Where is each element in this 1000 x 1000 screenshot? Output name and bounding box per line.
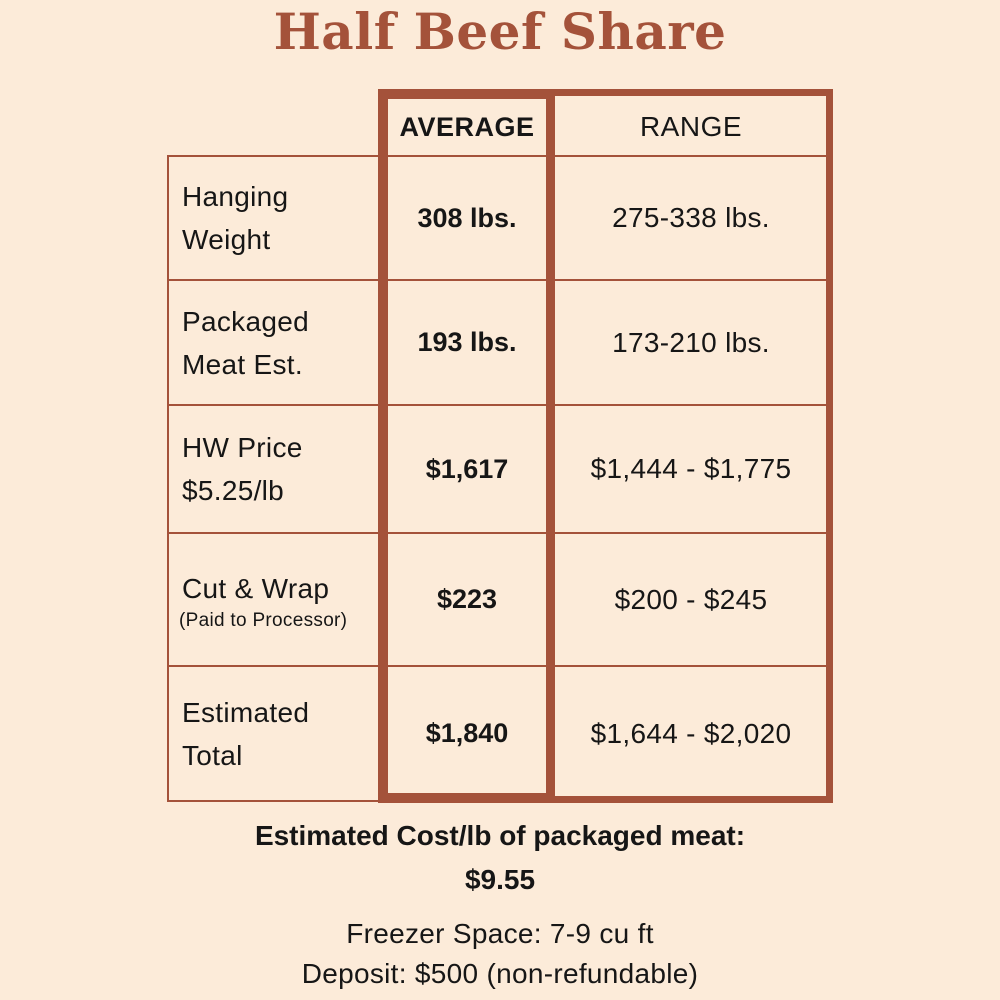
row-divider [168, 279, 828, 281]
row-label: Hanging Weight [169, 157, 379, 279]
row-range: $1,644 - $2,020 [590, 717, 792, 749]
freezer-space-text: Freezer Space: 7-9 cu ft [346, 918, 654, 949]
row-average: $223 [436, 584, 498, 614]
row-label-line1: Hanging [182, 181, 289, 212]
row-divider [168, 155, 828, 157]
page-title: Half Beef Share [273, 2, 727, 61]
row-average: 308 lbs. [417, 202, 517, 233]
row-label: Cut & Wrap (Paid to Processor) [169, 534, 379, 665]
cost-per-lb-label: Estimated Cost/lb of packaged meat: [254, 820, 746, 851]
cost-per-lb-value: $9.55 [464, 864, 536, 895]
row-label-line1: Cut & Wrap [182, 573, 330, 604]
row-divider [168, 800, 382, 802]
row-divider [168, 404, 828, 406]
row-label-line2: Total [182, 739, 243, 771]
row-average: $1,840 [425, 718, 509, 748]
row-range: $200 - $245 [614, 583, 768, 615]
row-range: 173-210 lbs. [612, 326, 770, 358]
row-label: Estimated Total [169, 667, 379, 800]
row-average: $1,617 [425, 453, 509, 484]
header-average: AVERAGE [399, 111, 535, 142]
row-label: Packaged Meat Est. [169, 281, 379, 404]
row-label-line2: (Paid to Processor) [179, 610, 348, 631]
row-label: HW Price $5.25/lb [169, 406, 379, 532]
row-range: $1,444 - $1,775 [590, 453, 792, 484]
table-outer-frame [378, 89, 833, 803]
row-label-line2: Weight [182, 224, 271, 255]
deposit-text: Deposit: $500 (non-refundable) [301, 958, 699, 989]
row-label-line1: HW Price [182, 432, 303, 463]
row-average: 193 lbs. [417, 327, 517, 357]
row-range: 275-338 lbs. [612, 202, 770, 233]
row-label-line1: Estimated [182, 696, 310, 728]
header-range: RANGE [639, 111, 743, 142]
row-label-line2: Meat Est. [182, 348, 303, 380]
column-divider [548, 96, 555, 796]
table-left-border [167, 155, 169, 802]
row-divider [168, 665, 828, 667]
average-column-frame [385, 96, 549, 796]
row-divider [168, 532, 828, 534]
row-label-line2: $5.25/lb [182, 475, 285, 506]
row-label-line1: Packaged [182, 305, 309, 337]
